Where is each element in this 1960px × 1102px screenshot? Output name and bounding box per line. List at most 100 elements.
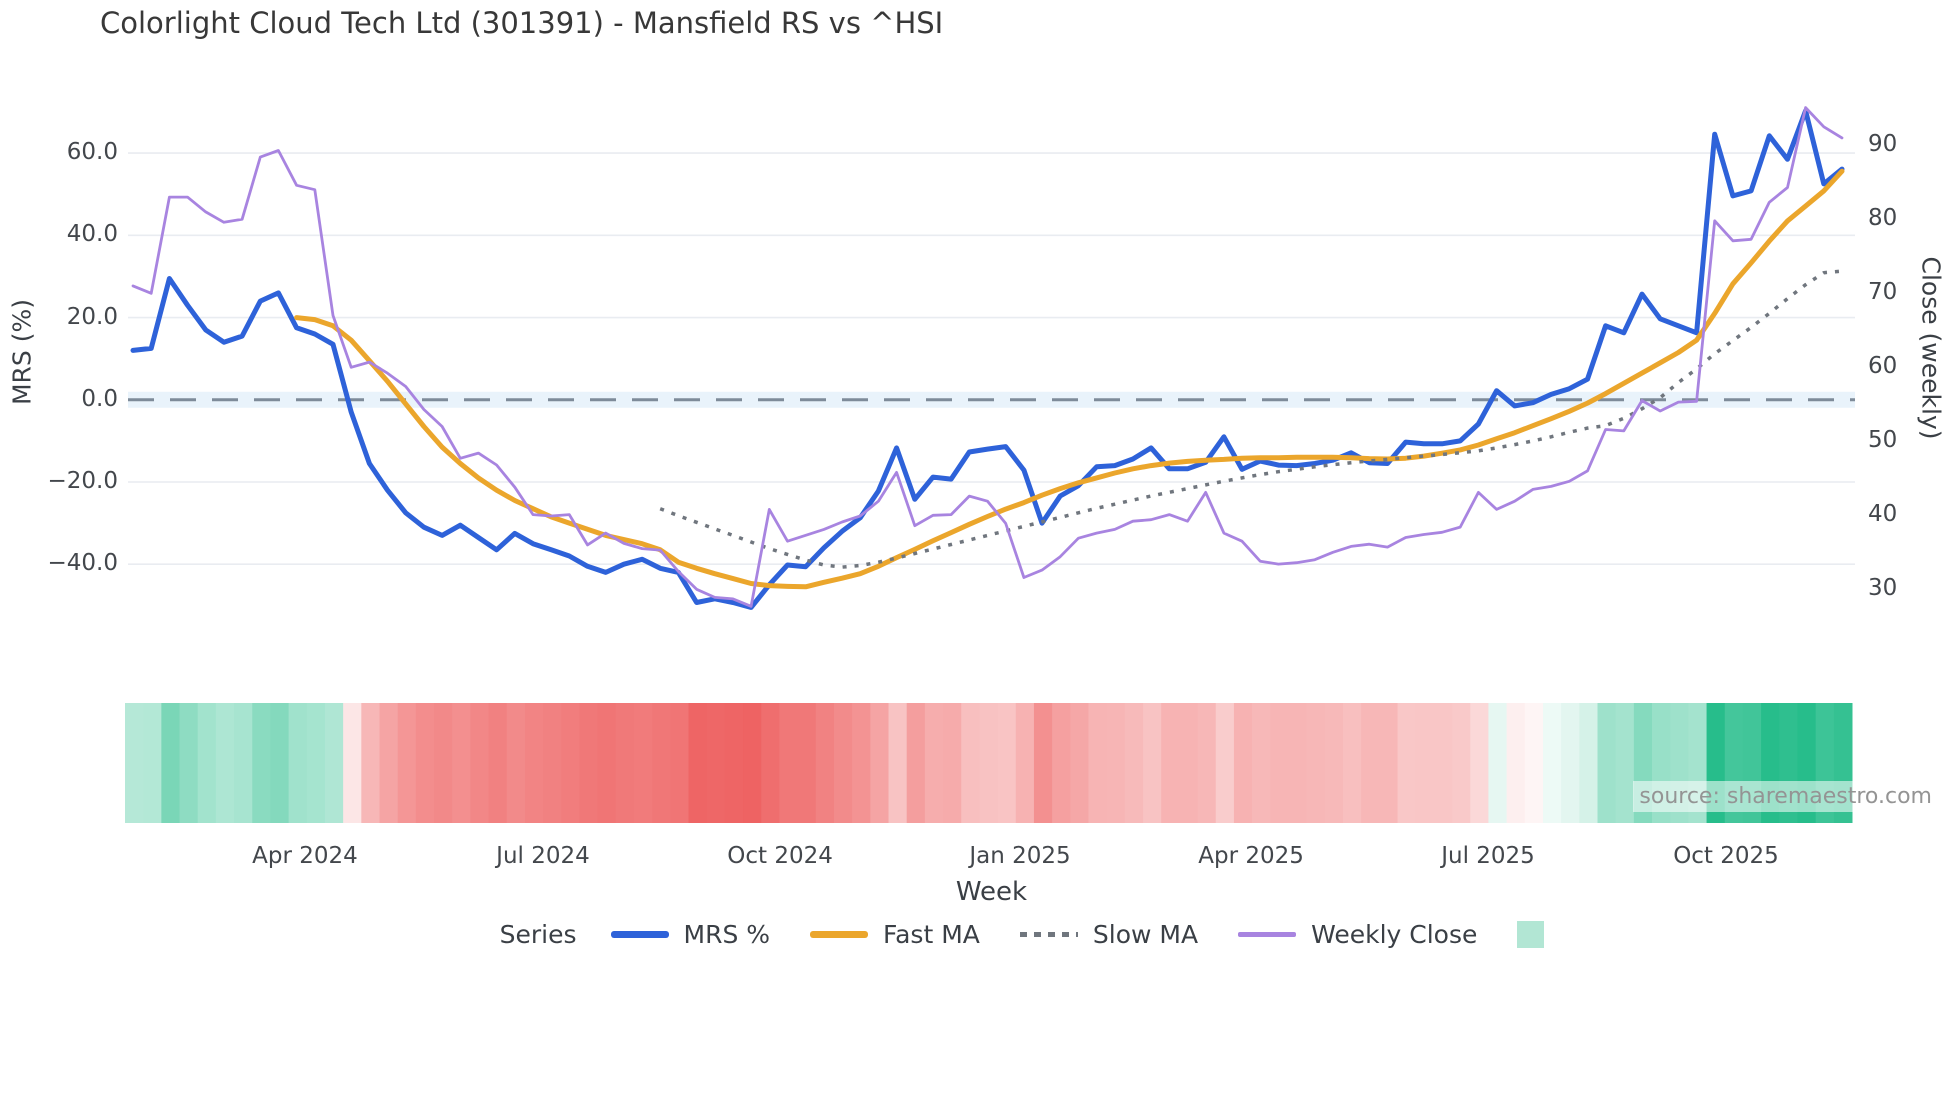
heat-strip-cell xyxy=(888,703,908,823)
x-axis-tick: Jul 2024 xyxy=(496,843,590,869)
heat-strip-cell xyxy=(1015,703,1035,823)
heat-strip-cell xyxy=(524,703,544,823)
heat-strip-cell xyxy=(1415,703,1435,823)
heat-strip-cell xyxy=(1561,703,1580,823)
y-axis-ticks-left: 60.0 40.0 20.0 0.0 −20.0 −40.0 xyxy=(0,0,118,700)
heat-strip-cell xyxy=(979,703,999,823)
heat-strip-cell xyxy=(1615,703,1635,823)
heat-strip-cell xyxy=(270,703,290,823)
y-axis-tick-left: −40.0 xyxy=(47,550,118,577)
legend-label-weekly-close: Weekly Close xyxy=(1311,920,1478,949)
heat-strip-cell xyxy=(234,703,253,823)
heat-strip-cell xyxy=(543,703,562,823)
heat-strip-cell xyxy=(452,703,471,823)
heat-strip-cell xyxy=(397,703,417,823)
y-axis-tick-right: 50 xyxy=(1868,427,1898,454)
heat-strip-cell xyxy=(870,703,890,823)
heat-strip-cell xyxy=(561,703,580,823)
heat-strip-cell xyxy=(1433,703,1453,823)
heat-strip-cell xyxy=(1088,703,1108,823)
heat-strip-cell xyxy=(833,703,853,823)
heat-strip-cell xyxy=(1270,703,1289,823)
heat-strip-cell xyxy=(306,703,326,823)
y-axis-tick-right: 40 xyxy=(1868,501,1898,528)
series-line-fast-ma xyxy=(294,168,1845,590)
legend-item-weekly-close: Weekly Close xyxy=(1238,920,1477,949)
heat-strip-cell xyxy=(1179,703,1199,823)
heat-strip-cell xyxy=(288,703,308,823)
heat-strip-cell xyxy=(670,703,690,823)
x-axis-tick: Oct 2025 xyxy=(1673,843,1779,869)
heat-strip-cell xyxy=(506,703,526,823)
x-axis-tick: Jul 2025 xyxy=(1441,843,1535,869)
heat-strip-cell xyxy=(1070,703,1089,823)
heat-strip-cell xyxy=(488,703,508,823)
heat-strip-cell xyxy=(1342,703,1362,823)
heat-strip-cell xyxy=(1033,703,1053,823)
y-axis-tick-right: 60 xyxy=(1868,353,1898,380)
heat-strip-cell xyxy=(997,703,1017,823)
heat-strip-cell xyxy=(1524,703,1544,823)
y-axis-tick-left: 0.0 xyxy=(81,385,118,412)
heat-strip-cell xyxy=(1124,703,1144,823)
heat-strip-cell xyxy=(924,703,944,823)
heat-strip-cell xyxy=(1197,703,1217,823)
heat-strip-cell xyxy=(1361,703,1380,823)
heat-strip-cell xyxy=(1452,703,1471,823)
legend-swatch-slow-ma-icon xyxy=(1019,932,1078,937)
legend-label-slow-ma: Slow MA xyxy=(1092,920,1199,949)
heat-strip-cell xyxy=(361,703,381,823)
heat-strip-cell xyxy=(197,703,217,823)
heat-strip-cell xyxy=(1488,703,1508,823)
x-axis-tick: Oct 2024 xyxy=(727,843,833,869)
heat-strip-cell xyxy=(1397,703,1417,823)
y-axis-tick-right: 30 xyxy=(1868,575,1898,602)
heat-strip-cell xyxy=(343,703,362,823)
legend-swatch-fast-ma-icon xyxy=(810,931,869,938)
legend-swatch-square-icon xyxy=(1517,921,1545,948)
heat-strip-cell xyxy=(324,703,344,823)
heat-strip-cell xyxy=(1506,703,1526,823)
heat-strip-cell xyxy=(1579,703,1598,823)
heat-strip-cell xyxy=(161,703,181,823)
heat-strip-cell xyxy=(1306,703,1326,823)
heat-strip-cell xyxy=(797,703,817,823)
heat-strip-cell xyxy=(943,703,962,823)
heat-strip-cell xyxy=(470,703,490,823)
heat-strip-cell xyxy=(634,703,653,823)
legend-swatch-weekly-close-icon xyxy=(1238,932,1297,937)
heat-strip-cell xyxy=(415,703,435,823)
y-axis-tick-right: 90 xyxy=(1868,131,1898,158)
heat-strip-cell xyxy=(1379,703,1399,823)
heat-strip-cell xyxy=(761,703,780,823)
y-axis-tick-left: −20.0 xyxy=(47,468,118,494)
heat-strip-cell xyxy=(1288,703,1308,823)
heat-strip-cell xyxy=(1143,703,1162,823)
x-axis-tick: Apr 2024 xyxy=(252,843,358,869)
heat-strip-cell xyxy=(1252,703,1271,823)
heat-strip-cell xyxy=(1215,703,1235,823)
legend-label-fast-ma: Fast MA xyxy=(883,920,980,949)
legend-item-mrs-: MRS % xyxy=(610,920,770,949)
heat-strip-cell xyxy=(143,703,162,823)
legend-title: Series xyxy=(499,920,577,949)
heat-strip-cell xyxy=(815,703,835,823)
heat-strip-cell xyxy=(852,703,871,823)
y-axis-tick-left: 40.0 xyxy=(66,221,118,248)
x-axis-tick: Apr 2025 xyxy=(1198,843,1304,869)
heat-strip-cell xyxy=(434,703,453,823)
heat-strip-cell xyxy=(252,703,271,823)
y-axis-tick-right: 80 xyxy=(1868,205,1898,232)
x-axis-ticks: Apr 2024 Jul 2024 Oct 2024 Jan 2025 Apr 2025… xyxy=(0,843,1960,873)
legend: Series MRS % Fast MA Slow MA Weekly Close xyxy=(42,920,1960,949)
legend-item-fast-ma: Fast MA xyxy=(810,920,980,949)
heat-strip-cell xyxy=(1470,703,1489,823)
series-line-mrs- xyxy=(130,108,1845,610)
heat-strip-cell xyxy=(179,703,199,823)
heat-strip-cell xyxy=(1597,703,1617,823)
heat-strip-cell xyxy=(1324,703,1344,823)
heat-strip-cell xyxy=(615,703,635,823)
heat-strip-cell xyxy=(597,703,617,823)
